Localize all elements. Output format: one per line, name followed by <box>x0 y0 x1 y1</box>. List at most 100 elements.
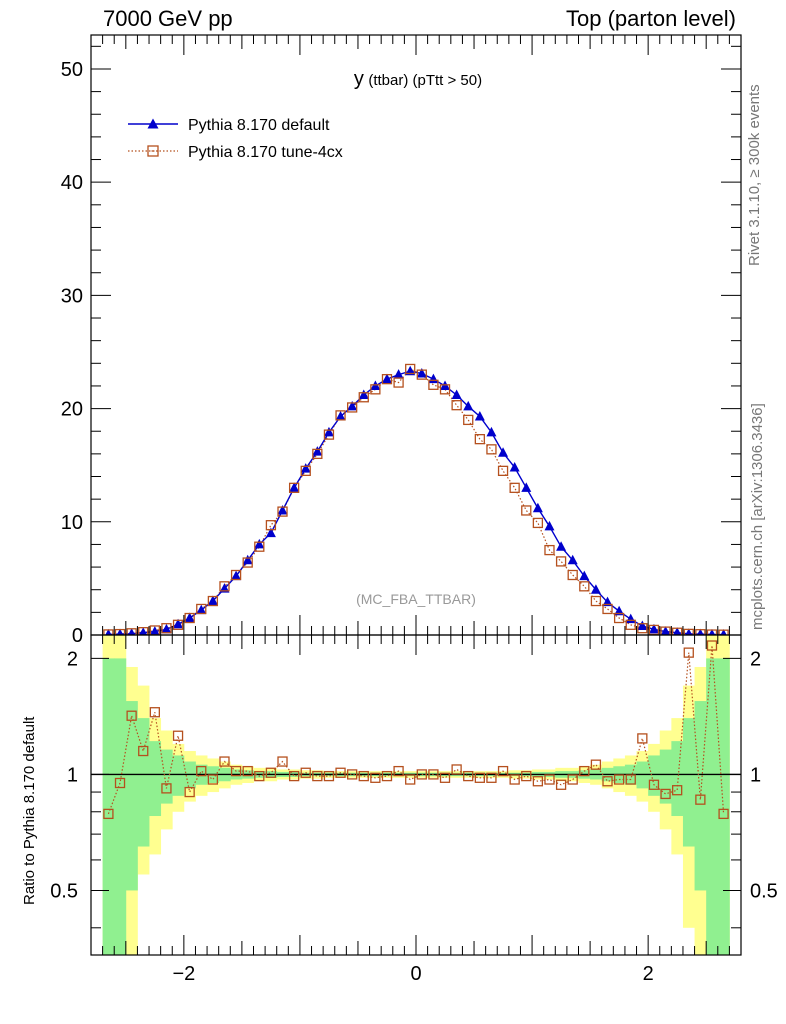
ratio-point <box>138 745 149 757</box>
default-point <box>416 367 427 378</box>
tune-point <box>451 400 462 411</box>
ratio-point <box>265 767 277 778</box>
main-y-tick-label: 50 <box>61 59 83 81</box>
tune-point <box>114 628 126 635</box>
default-point <box>335 411 346 421</box>
legend-item-tune: Pythia 8.170 tune-4cx <box>128 144 343 161</box>
ratio-point <box>196 765 207 777</box>
ratio-point <box>230 765 242 777</box>
default-point <box>254 538 265 549</box>
default-point <box>161 623 172 634</box>
legend: Pythia 8.170 default Pythia 8.170 tune-4… <box>128 117 343 161</box>
tune-point <box>683 628 694 635</box>
ratio-point <box>242 765 253 777</box>
ratio-point <box>393 765 404 777</box>
ratio-point <box>288 770 300 782</box>
tune-point <box>323 429 335 440</box>
tune-point <box>381 374 393 385</box>
default-point <box>173 618 184 629</box>
tune-point <box>126 628 137 635</box>
tune-point <box>428 379 439 390</box>
ratio-point <box>370 772 381 783</box>
ratio-panel-series <box>91 640 741 820</box>
band_inner-bin <box>114 658 127 955</box>
header-right: Top (parton level) <box>566 6 736 31</box>
tune-point <box>544 544 555 556</box>
band_inner-bin <box>149 741 162 817</box>
x-tick-label: 0 <box>410 963 421 985</box>
x-tick-label: −2 <box>172 963 195 985</box>
tune-point <box>172 619 184 630</box>
default-point <box>637 620 648 630</box>
ratio-point <box>149 707 160 718</box>
default-point <box>720 629 727 635</box>
rivet-label: Rivet 3.1.10, ≥ 300k events <box>746 84 763 266</box>
tune-point <box>230 569 242 581</box>
ratio-point <box>161 783 172 794</box>
default-point <box>184 612 195 623</box>
main-y-tick-label: 30 <box>61 285 83 307</box>
ratio-point <box>207 774 219 785</box>
ratio-point <box>602 776 613 787</box>
tune-point <box>184 612 195 624</box>
default-point <box>116 628 124 635</box>
main-panel-series <box>103 363 729 635</box>
tune-point <box>660 626 671 635</box>
legend-label-tune: Pythia 8.170 tune-4cx <box>188 144 343 161</box>
ratio-point <box>254 770 265 782</box>
tune-point <box>265 520 277 531</box>
ratio-point <box>567 774 578 785</box>
ratio-point <box>590 759 602 770</box>
ratio-point <box>474 772 485 783</box>
tune-point <box>590 595 602 607</box>
default-point <box>648 623 659 634</box>
ratio-point <box>114 777 126 789</box>
default-point <box>567 554 578 565</box>
ratio-point <box>126 710 137 721</box>
tune-point <box>161 623 172 634</box>
ratio-point <box>428 769 439 780</box>
tune-point <box>695 629 706 635</box>
default-point <box>323 426 334 437</box>
ratio-series-line <box>107 645 725 815</box>
band_inner-bin <box>671 741 684 817</box>
ratio-point <box>103 808 114 820</box>
tune-point <box>242 557 253 568</box>
band_inner-bin <box>172 755 185 796</box>
tune-point <box>497 465 509 476</box>
default-point <box>625 613 636 624</box>
default-point <box>509 461 520 472</box>
ratio-point <box>497 765 509 777</box>
tune-point <box>277 506 288 517</box>
default-point <box>207 595 218 606</box>
ratio-point <box>683 647 694 658</box>
default-point <box>381 373 392 384</box>
band_inner-bin <box>648 755 661 796</box>
main-y-tick-label: 0 <box>72 625 83 647</box>
mcplots-label: mcplots.cern.ch [arXiv:1306.3436] <box>749 403 766 630</box>
analysis-watermark: (MC_FBA_TTBAR) <box>356 591 476 607</box>
ratio-y-tick-label-right: 2 <box>750 648 761 670</box>
legend-square-icon <box>147 145 159 157</box>
tune-point <box>405 363 416 375</box>
title-main: y <box>354 68 364 90</box>
tune-point <box>254 541 265 552</box>
ratio-uncertainty-bands <box>102 635 730 955</box>
ratio-point <box>544 774 555 785</box>
ratio-point <box>381 770 393 782</box>
tune-point <box>335 410 346 421</box>
default-point <box>196 604 207 615</box>
ratio-point <box>172 730 184 741</box>
x-tick-label: 2 <box>643 963 654 985</box>
default-point <box>300 463 311 473</box>
default-point <box>139 627 148 635</box>
main-plot-title: y (ttbar) (pTtt > 50) <box>354 68 482 90</box>
default-point <box>498 447 509 457</box>
ratio-point <box>312 770 323 782</box>
tune-point <box>196 603 207 615</box>
default-point <box>474 411 485 421</box>
default-point <box>463 400 474 411</box>
tune-point <box>625 619 636 630</box>
ratio-point <box>277 756 288 767</box>
main-y-tick-label: 20 <box>61 399 83 421</box>
